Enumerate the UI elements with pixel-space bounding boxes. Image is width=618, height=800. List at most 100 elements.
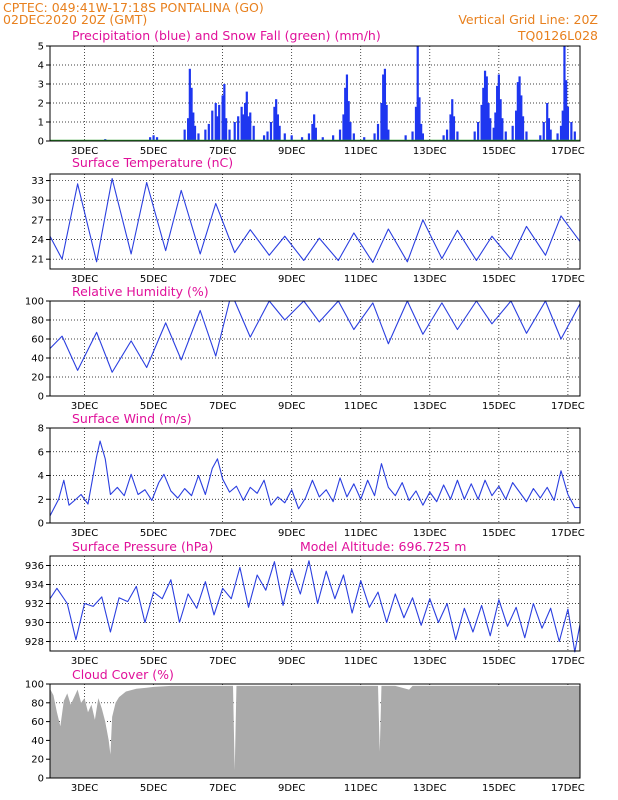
precipitation-precipitation-bar-84 — [496, 85, 499, 141]
temperature-xtick-13dec: 13DEC — [413, 274, 447, 285]
pressure-xtick-3dec: 3DEC — [71, 656, 98, 667]
precipitation-precipitation-bar-26 — [245, 91, 248, 141]
temperature-ytick-27: 27 — [31, 215, 44, 226]
wind-xtick-11dec: 11DEC — [344, 528, 378, 539]
precipitation-precipitation-bar-86 — [499, 99, 502, 141]
precipitation-precipitation-bar-97 — [542, 122, 545, 141]
precipitation-precipitation-bar-72 — [452, 116, 456, 141]
wind-surface-wind-line — [49, 440, 580, 517]
humidity-ytick-40: 40 — [31, 354, 44, 365]
precipitation-precipitation-bar-59 — [385, 104, 388, 141]
precipitation-precipitation-bar-102 — [559, 125, 563, 141]
humidity-xtick-11dec: 11DEC — [344, 401, 378, 412]
precipitation-xtick-3dec: 3DEC — [71, 146, 98, 157]
precipitation-precipitation-bar-90 — [515, 110, 518, 141]
precipitation-precipitation-bar-98 — [546, 103, 549, 141]
temperature-surface-temperature-line — [49, 178, 581, 263]
wind-ytick-6: 6 — [38, 447, 44, 458]
precipitation-precipitation-bar-70 — [449, 114, 452, 141]
wind-xtick-17dec: 17DEC — [551, 528, 585, 539]
humidity-ytick-0: 0 — [38, 392, 44, 403]
pressure-xtick-13dec: 13DEC — [413, 656, 447, 667]
cloud-cover-xtick-11dec: 11DEC — [344, 783, 378, 794]
precipitation-precipitation-bar-78 — [483, 70, 487, 141]
precipitation-precipitation-bar-60 — [387, 129, 390, 141]
precipitation-precipitation-bar-54 — [373, 133, 376, 141]
precipitation-precipitation-bar-24 — [242, 114, 245, 141]
precipitation-precipitation-bar-101 — [556, 133, 559, 141]
humidity-xtick-17dec: 17DEC — [551, 401, 585, 412]
cloud-cover-xtick-13dec: 13DEC — [413, 783, 447, 794]
precipitation-precipitation-bar-33 — [273, 106, 276, 141]
precipitation-precipitation-bar-4 — [183, 129, 186, 141]
cloud-cover-xtick-9dec: 9DEC — [278, 783, 305, 794]
cloud-cover-cloud-cover-area — [50, 685, 580, 778]
precipitation-precipitation-bar-38 — [290, 135, 293, 141]
wind-xtick-7dec: 7DEC — [209, 528, 236, 539]
precipitation-precipitation-bar-68 — [442, 135, 445, 141]
humidity-xtick-5dec: 5DEC — [140, 401, 167, 412]
precipitation-precipitation-bar-77 — [482, 87, 485, 141]
cloud-cover-ytick-100: 100 — [25, 680, 44, 691]
precipitation-precipitation-bar-108 — [573, 131, 576, 141]
humidity-xtick-15dec: 15DEC — [482, 401, 516, 412]
precipitation-precipitation-bar-17 — [221, 95, 224, 141]
wind-title: Surface Wind (m/s) — [72, 411, 192, 426]
cloud-cover-xtick-3dec: 3DEC — [71, 783, 98, 794]
precipitation-precipitation-bar-79 — [485, 76, 488, 141]
precipitation-precipitation-bar-47 — [342, 114, 345, 141]
precipitation-precipitation-bar-9 — [193, 125, 197, 141]
precipitation-precipitation-bar-51 — [349, 122, 352, 141]
precipitation-precipitation-bar-23 — [240, 106, 243, 141]
temperature-panel: Surface Temperature (nC) 21 24 27 30 33 3DEC 5… — [31, 155, 585, 285]
precipitation-precipitation-bar-66 — [420, 123, 423, 141]
precipitation-precipitation-bar-58 — [383, 68, 387, 141]
temperature-xtick-7dec: 7DEC — [209, 274, 236, 285]
cloud-cover-panel: Cloud Cover (%) 0 20 40 60 80 100 3DEC 5DEC 7DEC… — [25, 667, 585, 794]
cloud-cover-xtick-7dec: 7DEC — [209, 783, 236, 794]
precipitation-precipitation-bar-89 — [511, 125, 514, 141]
precipitation-precipitation-bar-30 — [262, 135, 266, 141]
precipitation-precipitation-bar-67 — [421, 133, 424, 141]
pressure-ytick-932: 932 — [25, 599, 44, 610]
humidity-xtick-7dec: 7DEC — [209, 401, 236, 412]
precipitation-precipitation-bar-41 — [311, 123, 314, 141]
temperature-xtick-5dec: 5DEC — [140, 274, 167, 285]
cloud-cover-ytick-80: 80 — [31, 698, 44, 709]
precipitation-precipitation-bar-85 — [497, 74, 500, 141]
precipitation-precipitation-bar-45 — [332, 135, 335, 141]
temperature-ytick-24: 24 — [31, 235, 44, 246]
precipitation-precipitation-bar-52 — [352, 133, 355, 141]
precipitation-precipitation-bar-22 — [237, 116, 240, 141]
precipitation-precipitation-bar-62 — [411, 131, 414, 141]
pressure-xtick-9dec: 9DEC — [278, 656, 305, 667]
wind-xtick-3dec: 3DEC — [71, 528, 98, 539]
precipitation-precipitation-bar-48 — [344, 87, 347, 141]
wind-ytick-2: 2 — [38, 495, 44, 506]
cloud-cover-xtick-17dec: 17DEC — [551, 783, 585, 794]
precipitation-ytick-1: 1 — [38, 118, 44, 129]
temperature-xtick-11dec: 11DEC — [344, 274, 378, 285]
precipitation-ytick-3: 3 — [38, 80, 44, 91]
precipitation-precipitation-bar-6 — [188, 68, 191, 141]
precipitation-precipitation-bar-37 — [283, 133, 286, 141]
precipitation-precipitation-bar-94 — [521, 116, 525, 141]
temperature-ytick-33: 33 — [31, 176, 44, 187]
precipitation-precipitation-bar-63 — [414, 106, 418, 141]
cloud-cover-ytick-40: 40 — [31, 736, 44, 747]
precipitation-precipitation-bar-91 — [516, 82, 519, 141]
precipitation-precipitation-bar-105 — [565, 80, 568, 141]
precipitation-precipitation-bar-104 — [563, 46, 566, 141]
precipitation-precipitation-bar-82 — [492, 127, 495, 141]
precipitation-title: Precipitation (blue) and Snow Fall (gree… — [72, 28, 381, 43]
precipitation-precipitation-bar-29 — [252, 125, 255, 141]
precipitation-precipitation-bar-44 — [321, 137, 324, 141]
cloud-cover-title: Cloud Cover (%) — [72, 667, 174, 682]
precipitation-ytick-5: 5 — [38, 42, 44, 53]
wind-xtick-5dec: 5DEC — [140, 528, 167, 539]
pressure-ytick-928: 928 — [25, 637, 44, 648]
precipitation-xtick-15dec: 15DEC — [482, 146, 516, 157]
precipitation-precipitation-bar-7 — [190, 87, 193, 141]
precipitation-precipitation-bar-73 — [456, 131, 459, 141]
